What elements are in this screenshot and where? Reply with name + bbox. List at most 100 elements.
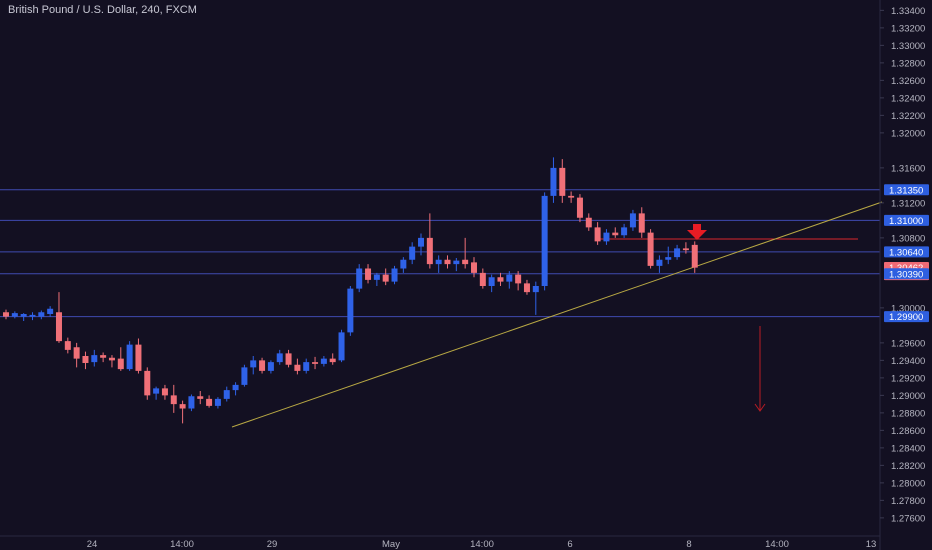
candle-body: [347, 288, 354, 333]
price-label-text: 1.29900: [889, 312, 923, 323]
candle-body: [585, 217, 592, 228]
candle-body: [117, 358, 124, 370]
y-tick-label: 1.33400: [891, 6, 925, 17]
candle-body: [656, 259, 663, 266]
candle-body: [426, 237, 433, 265]
candle-body: [100, 355, 107, 358]
candle-body: [506, 274, 513, 282]
candle-body: [3, 312, 9, 317]
x-tick-label: 13: [866, 539, 877, 550]
candle-body: [126, 344, 133, 370]
candle-body: [488, 277, 495, 286]
candle-body: [479, 272, 486, 286]
candle-body: [108, 357, 115, 361]
price-label-box: [884, 214, 929, 226]
x-tick-label: 14:00: [765, 539, 789, 550]
candle-body: [11, 313, 18, 317]
down-arrow-marker-icon: [687, 224, 707, 240]
candle-body: [550, 167, 557, 196]
y-tick-label: 1.28200: [891, 461, 925, 472]
candle-body: [682, 248, 689, 251]
price-label-box: [884, 184, 929, 196]
y-tick-label: 1.27800: [891, 496, 925, 507]
y-tick-label: 1.32200: [891, 111, 925, 122]
candle-body: [47, 308, 54, 314]
x-tick-label: 14:00: [170, 539, 194, 550]
y-tick-label: 1.30000: [891, 303, 925, 314]
candle-body: [188, 396, 195, 409]
y-tick-label: 1.28400: [891, 443, 925, 454]
candle-body: [161, 388, 168, 396]
candle-body: [612, 232, 619, 236]
candle-body: [638, 213, 645, 233]
candle-body: [144, 370, 151, 396]
trendline: [231, 201, 883, 428]
candle-body: [29, 314, 36, 317]
candle-body: [691, 244, 698, 268]
candle-body: [568, 195, 575, 198]
x-tick-label: 14:00: [470, 539, 494, 550]
candle-body: [241, 367, 248, 385]
candle-body: [435, 259, 442, 265]
price-label-text: 1.31350: [889, 185, 923, 196]
candle-body: [153, 388, 160, 394]
candle-body: [38, 312, 45, 317]
y-tick-label: 1.29000: [891, 391, 925, 402]
candle-body: [135, 344, 142, 371]
candle-body: [462, 259, 469, 265]
y-tick-label: 1.31200: [891, 198, 925, 209]
y-tick-label: 1.28800: [891, 408, 925, 419]
candle-body: [453, 260, 460, 265]
candle-body: [497, 277, 504, 282]
candle-body: [576, 197, 583, 218]
x-tick-label: 29: [267, 539, 278, 550]
candle-body: [559, 167, 566, 196]
candle-body: [665, 257, 672, 260]
price-label-box: [884, 268, 929, 280]
candle-body: [647, 232, 654, 266]
y-tick-label: 1.32800: [891, 58, 925, 69]
candle-body: [55, 312, 62, 342]
candle-body: [64, 341, 71, 350]
candle-body: [400, 259, 407, 269]
candle-body: [276, 353, 283, 363]
y-tick-label: 1.29200: [891, 373, 925, 384]
y-tick-label: 1.32600: [891, 76, 925, 87]
candle-body: [621, 227, 628, 236]
candle-body: [418, 237, 425, 247]
candle-body: [629, 213, 636, 228]
candle-body: [170, 395, 177, 405]
candle-body: [338, 332, 345, 361]
x-tick-label: May: [382, 539, 400, 550]
candle-body: [409, 246, 416, 260]
y-tick-label: 1.28000: [891, 478, 925, 489]
x-tick-label: 24: [87, 539, 98, 550]
candle-body: [294, 364, 301, 371]
candle-body: [470, 262, 477, 273]
price-label-box: [884, 246, 929, 258]
candle-body: [250, 360, 257, 368]
candle-body: [232, 384, 239, 391]
candle-body: [73, 347, 80, 359]
candle-body: [312, 362, 319, 364]
price-label-text: 1.30390: [889, 269, 923, 280]
candle-body: [82, 356, 89, 363]
y-tick-label: 1.28600: [891, 426, 925, 437]
price-label-text: 1.30640: [889, 247, 923, 258]
candle-body: [603, 232, 610, 242]
candle-body: [594, 227, 601, 242]
y-tick-label: 1.32400: [891, 93, 925, 104]
y-tick-label: 1.30800: [891, 233, 925, 244]
x-tick-label: 6: [567, 539, 572, 550]
y-tick-label: 1.29600: [891, 338, 925, 349]
y-tick-label: 1.31600: [891, 163, 925, 174]
candle-body: [179, 404, 186, 409]
candle-body: [267, 362, 274, 371]
candle-body: [356, 268, 363, 289]
candle-body: [373, 274, 380, 280]
candle-body: [197, 396, 204, 399]
candle-body: [214, 398, 221, 406]
y-tick-label: 1.29400: [891, 356, 925, 367]
candle-body: [91, 355, 98, 363]
